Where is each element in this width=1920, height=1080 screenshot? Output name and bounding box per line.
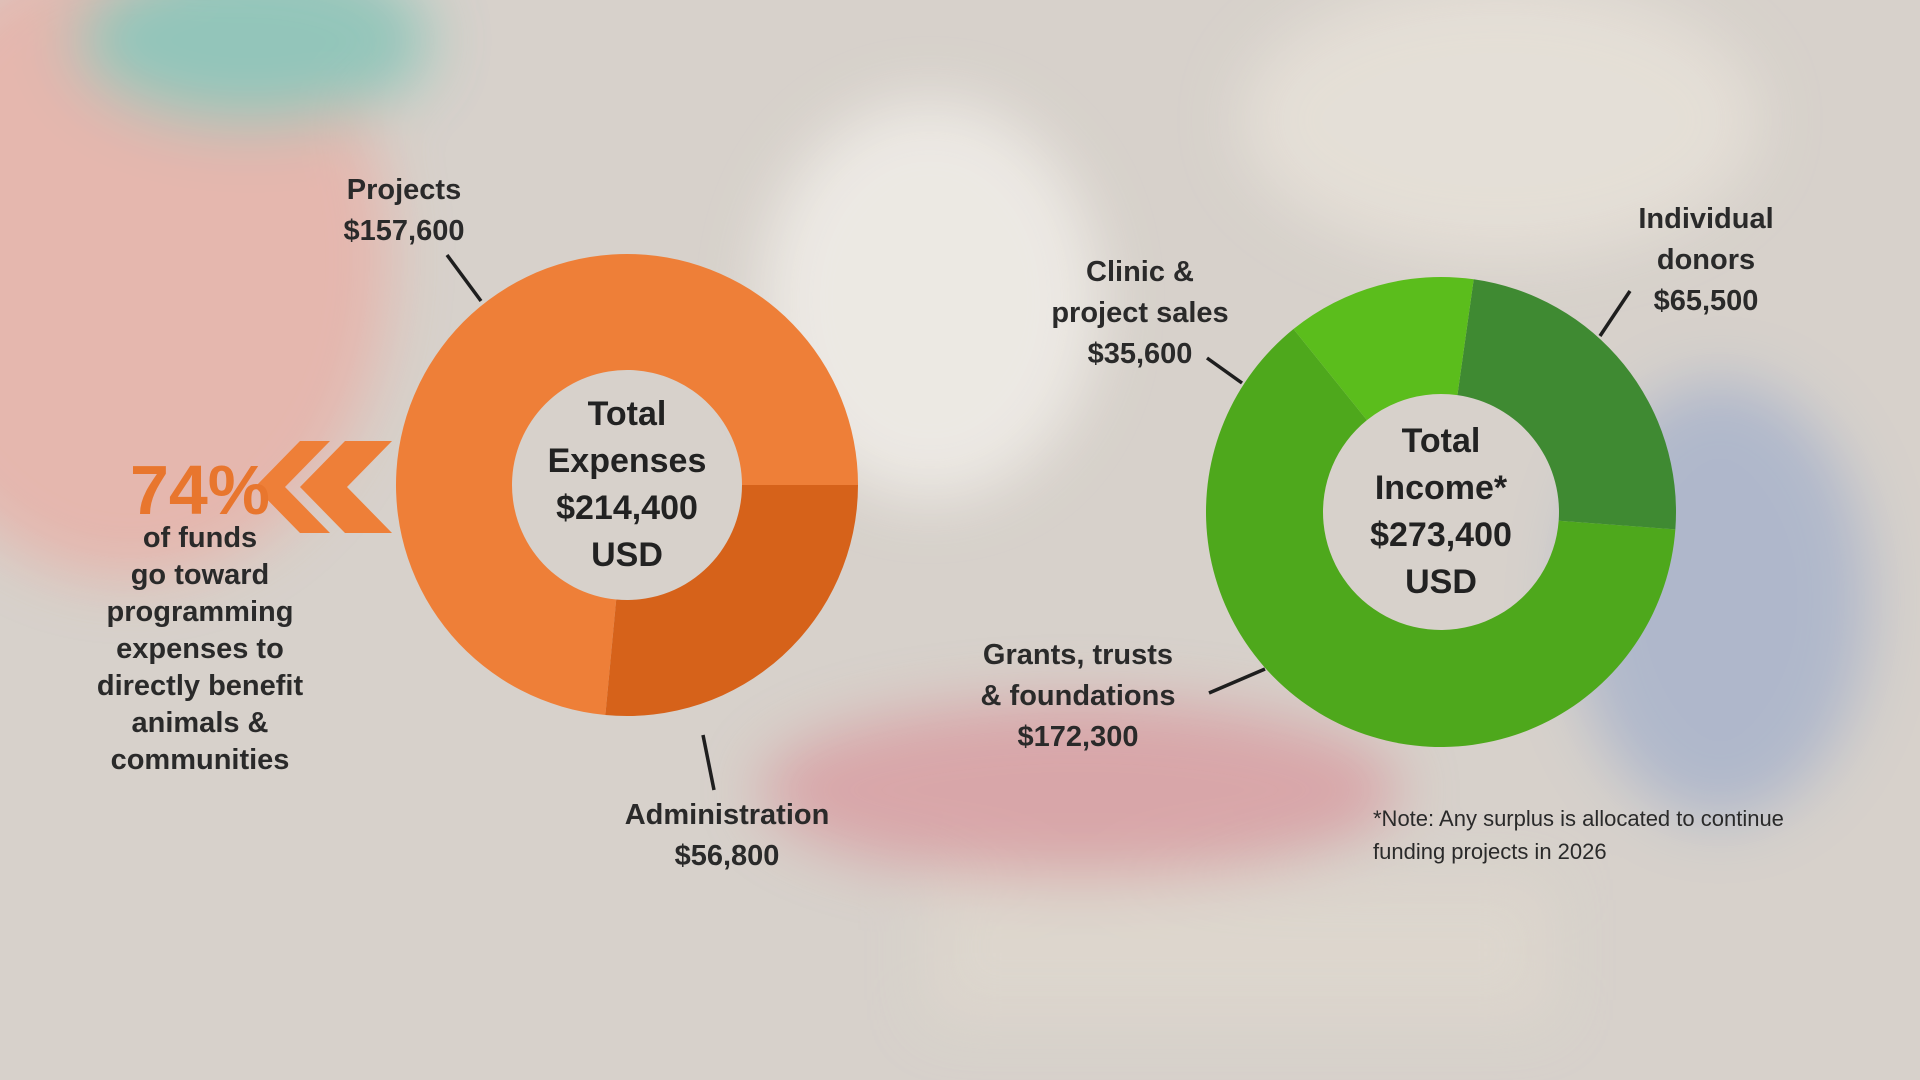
leader-line bbox=[445, 253, 483, 303]
value-label: $172,300 bbox=[1017, 721, 1139, 753]
category-label: Clinic & project sales bbox=[1051, 256, 1229, 329]
category-label: Projects bbox=[346, 174, 462, 206]
category-label: Grants, trusts & foundations bbox=[980, 639, 1176, 712]
annotation-line: expenses to bbox=[116, 633, 284, 665]
chevron bbox=[300, 441, 392, 533]
donut-segment bbox=[395, 254, 858, 715]
donut-segment bbox=[1206, 329, 1676, 748]
chevron bbox=[255, 441, 330, 533]
donut-segment bbox=[605, 485, 858, 717]
center-block: Total Income* $273,400 USD bbox=[1346, 418, 1536, 606]
annotation-line: programming bbox=[106, 596, 294, 628]
segment-label: Projects $157,600 bbox=[304, 170, 504, 252]
value-label: $35,600 bbox=[1087, 338, 1193, 370]
category-label: Individual donors bbox=[1638, 203, 1774, 276]
value-label: $157,600 bbox=[343, 215, 465, 247]
annotation-value: 74% bbox=[129, 451, 271, 529]
value-label: $56,800 bbox=[674, 840, 780, 872]
donut-segment bbox=[1457, 279, 1676, 530]
center-text: Total Income* $273,400 USD bbox=[1323, 394, 1559, 630]
annotation-line: communities bbox=[110, 744, 290, 776]
segment-label: Individual donors $65,500 bbox=[1621, 199, 1791, 322]
leader-lines bbox=[445, 253, 1632, 791]
annotation-text: of funds go toward programming expenses to d… bbox=[60, 520, 340, 779]
annotation-line: go toward bbox=[130, 559, 270, 591]
note: *Note: Any surplus is allocated to conti… bbox=[1373, 806, 1784, 864]
annotation-line: of funds bbox=[142, 522, 258, 554]
center-title: Total Income* bbox=[1374, 422, 1508, 507]
value-label: $65,500 bbox=[1653, 285, 1759, 317]
leader-line bbox=[1205, 356, 1244, 385]
leader-line bbox=[1208, 667, 1266, 695]
leader-line bbox=[701, 734, 716, 791]
segment-label: Administration $56,800 bbox=[567, 795, 887, 877]
segment-label: Grants, trusts & foundations $172,300 bbox=[969, 635, 1187, 758]
center-text: Total Expenses $214,400 USD bbox=[512, 370, 742, 600]
category-label: Administration bbox=[624, 799, 830, 831]
center-value: $214,400 USD bbox=[556, 489, 698, 574]
annotation-line: animals & bbox=[131, 707, 269, 739]
leader-line bbox=[1598, 290, 1632, 337]
center-value: $273,400 USD bbox=[1370, 516, 1512, 601]
annotation-line: directly benefit bbox=[96, 670, 304, 702]
segment-label: Clinic & project sales $35,600 bbox=[1034, 252, 1246, 375]
donut-segment bbox=[1293, 277, 1474, 421]
chevrons bbox=[255, 441, 392, 533]
center-block: Total Expenses $214,400 USD bbox=[532, 391, 722, 579]
center-title: Total Expenses bbox=[547, 395, 707, 480]
